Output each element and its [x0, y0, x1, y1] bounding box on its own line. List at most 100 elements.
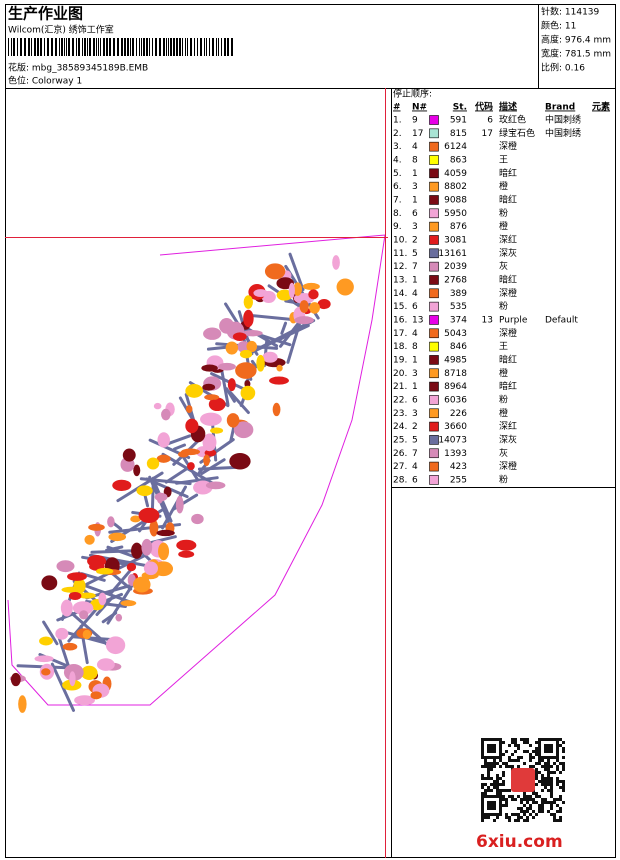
- flower: [156, 529, 175, 537]
- row-number: 25.: [393, 435, 407, 445]
- stitches: 6124: [444, 142, 467, 152]
- row-number: 4.: [393, 155, 402, 165]
- qr-cell: [502, 741, 505, 744]
- flower: [143, 561, 159, 576]
- description: 灰: [499, 447, 508, 459]
- needle: 1: [412, 195, 418, 205]
- qr-cell: [556, 804, 559, 807]
- needle: 3: [412, 182, 418, 192]
- stitches: 591: [450, 116, 467, 126]
- swatch: [429, 235, 439, 245]
- stat: 比例: 0.16: [541, 62, 585, 74]
- qr-cell: [490, 789, 493, 792]
- stitches: 389: [450, 289, 467, 299]
- bar: [103, 38, 105, 56]
- qr-cell: [547, 801, 550, 804]
- qr-cell: [487, 786, 490, 789]
- code: 17: [482, 129, 493, 139]
- stem: [143, 494, 150, 508]
- qr-cell: [550, 807, 553, 810]
- qr-cell: [553, 801, 556, 804]
- flower: [256, 354, 265, 372]
- qr-cell: [529, 744, 532, 747]
- stat: 高度: 976.4 mm: [541, 34, 611, 46]
- flower: [185, 383, 204, 398]
- flower: [201, 364, 218, 372]
- row-number: 28.: [393, 475, 407, 485]
- flower: [72, 601, 94, 615]
- description: 深红: [499, 420, 517, 432]
- description: 橙: [499, 367, 508, 379]
- qr-cell: [541, 759, 544, 762]
- qr-cell: [553, 771, 556, 774]
- needle: 4: [412, 462, 418, 472]
- row-number: 16.: [393, 315, 407, 325]
- qr-cell: [502, 795, 505, 798]
- qr-cell: [484, 759, 487, 762]
- bar: [136, 38, 137, 56]
- row-number: 9.: [393, 222, 402, 232]
- design-file: 花版: mbg_38589345189B.EMB: [8, 62, 148, 74]
- bar: [68, 38, 70, 56]
- stem: [259, 320, 312, 349]
- qr-cell: [535, 795, 538, 798]
- flower: [237, 341, 251, 353]
- qr-cell: [562, 786, 565, 789]
- qr-cell: [550, 780, 553, 783]
- qr-cell: [532, 756, 535, 759]
- column-header: #: [393, 103, 401, 113]
- flower: [126, 562, 137, 572]
- row-number: 23.: [393, 409, 407, 419]
- flower: [177, 451, 189, 458]
- qr-cell: [526, 801, 529, 804]
- swatch: [429, 288, 439, 299]
- qr-cell: [559, 762, 562, 765]
- qr-cell: [514, 738, 517, 741]
- stem: [288, 252, 305, 292]
- qr-finder: [487, 801, 496, 810]
- qr-cell: [556, 819, 559, 822]
- row-number: 8.: [393, 209, 402, 219]
- qr-cell: [562, 762, 565, 765]
- bar: [190, 38, 192, 56]
- flower: [246, 340, 258, 353]
- qr-cell: [535, 813, 538, 816]
- qr-cell: [541, 783, 544, 786]
- bar: [106, 38, 108, 56]
- qr-cell: [496, 774, 499, 777]
- description: 深灰: [499, 433, 517, 445]
- page-border: [5, 4, 616, 858]
- flower: [276, 364, 283, 372]
- qr-cell: [562, 741, 565, 744]
- needle: 3: [412, 222, 418, 232]
- qr-cell: [520, 738, 523, 741]
- stitches: 2768: [444, 275, 467, 285]
- qr-cell: [562, 783, 565, 786]
- bar: [55, 38, 57, 56]
- barcode: [8, 38, 233, 56]
- swatch: [429, 141, 439, 152]
- qr-cell: [511, 759, 514, 762]
- qr-cell: [535, 747, 538, 750]
- qr-cell: [508, 816, 511, 819]
- qr-cell: [559, 795, 562, 798]
- qr-cell: [523, 795, 526, 798]
- qr-cell: [550, 813, 553, 816]
- qr-cell: [481, 783, 484, 786]
- flower: [253, 289, 268, 297]
- stitches: 8802: [444, 182, 467, 192]
- row-number: 20.: [393, 369, 407, 379]
- needle: 2: [412, 235, 418, 245]
- title: 生产作业图: [8, 5, 83, 23]
- bar: [98, 38, 99, 56]
- qr-cell: [547, 777, 550, 780]
- flower: [80, 665, 98, 680]
- bar: [96, 38, 97, 56]
- bar: [44, 38, 45, 56]
- description: 王: [499, 154, 508, 165]
- needle: 7: [412, 449, 418, 459]
- qr-finder: [544, 744, 553, 753]
- column-header: St.: [453, 103, 467, 113]
- description: 暗红: [499, 380, 517, 392]
